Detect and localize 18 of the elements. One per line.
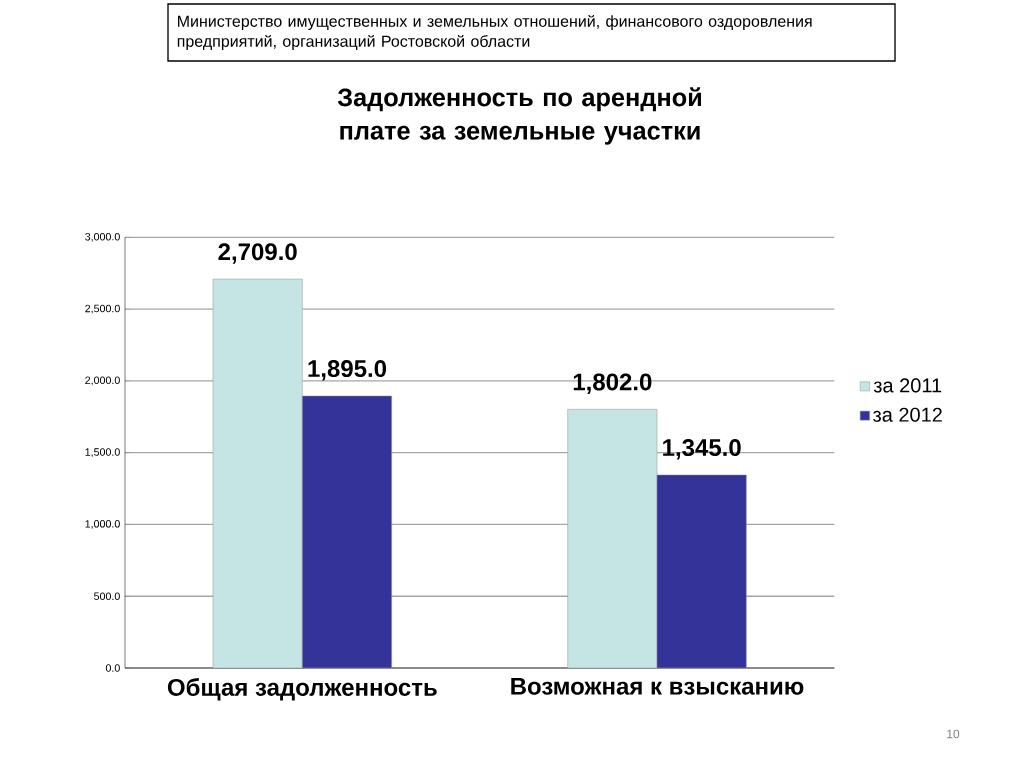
data-label: 1,802.0 bbox=[573, 373, 652, 394]
y-tick-label: 500.0 bbox=[94, 592, 120, 600]
x-tick-label: Возможная к взысканию bbox=[511, 678, 804, 695]
y-tick-label: 2,000.0 bbox=[85, 376, 120, 386]
y-tick-label: 2,500.0 bbox=[85, 304, 120, 314]
data-label: 2,709.0 bbox=[218, 243, 297, 264]
text: Министерство имущественных и земельных отношений, финансового оздоровления предприятий, организаций Ростовской области bbox=[177, 14, 812, 51]
y-tick-label: 0.0 bbox=[105, 664, 120, 672]
y-tick-label: 1,500.0 bbox=[85, 448, 120, 458]
chart-title: Задолженность по арендной плате за земельные участки bbox=[337, 87, 702, 145]
data-label: 1,895.0 bbox=[308, 360, 387, 381]
y-tick-label: 3,000.0 bbox=[85, 232, 120, 242]
text: 10 bbox=[947, 729, 960, 739]
legend-label: за 2012 bbox=[873, 407, 942, 422]
data-label: 1,345.0 bbox=[663, 439, 741, 460]
legend-label: за 2011 bbox=[873, 378, 942, 393]
y-tick-label: 1,000.0 bbox=[85, 520, 120, 529]
x-tick-label: Общая задолженность bbox=[167, 678, 437, 701]
